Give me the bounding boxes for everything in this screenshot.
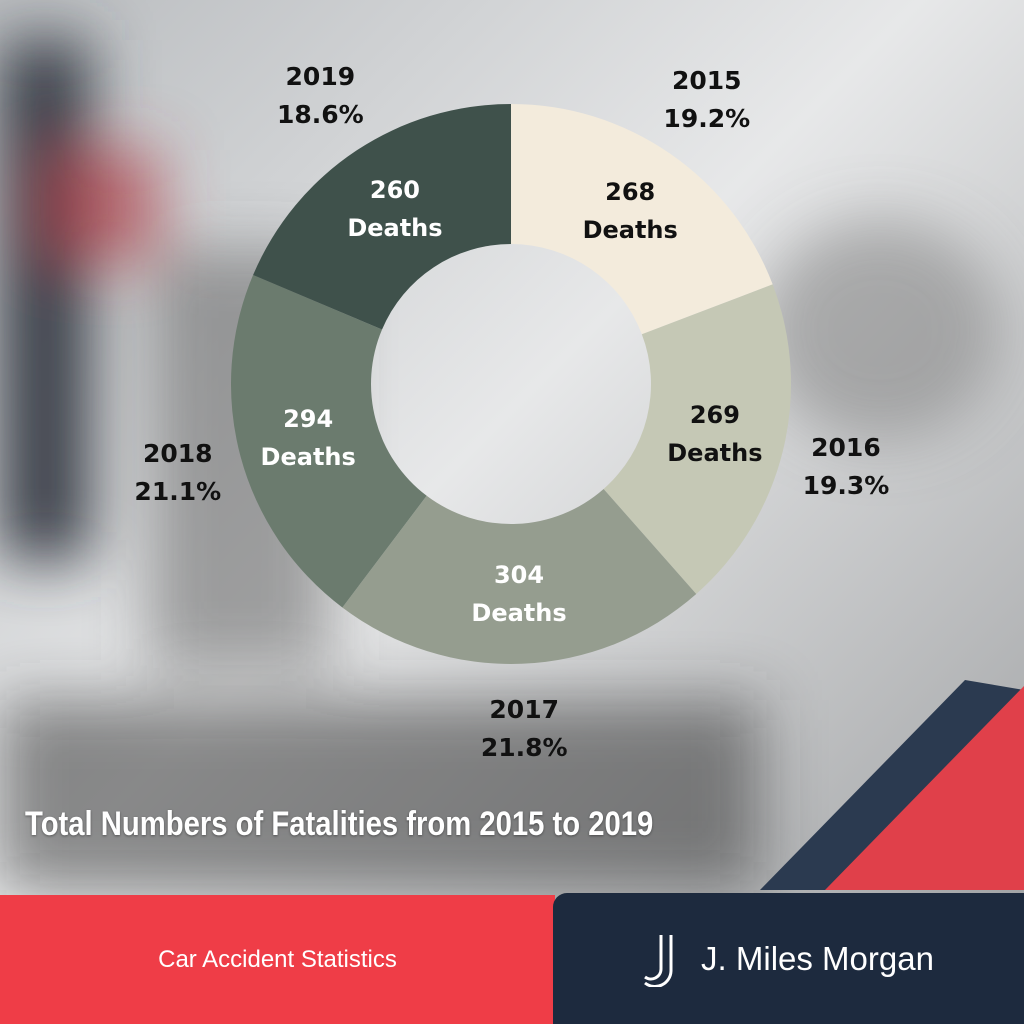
percent-label: 18.6% [276, 100, 364, 130]
data-label: 268 Deaths [582, 178, 678, 245]
slice-caption: 2016 19.3% [771, 429, 921, 505]
footer-left: Car Accident Statistics [0, 895, 555, 1024]
data-label: 304 Deaths [471, 560, 567, 627]
percent-label: 21.1% [134, 477, 222, 507]
category-label: 2018 [143, 439, 213, 469]
donut-slice [603, 284, 791, 594]
logo [644, 934, 673, 987]
slice-caption: 2017 21.8% [449, 691, 599, 767]
category-label: 2016 [811, 432, 881, 462]
category-label: 2015 [672, 65, 742, 95]
chart-title: Total Numbers of Fatalities from 2015 to… [25, 805, 654, 843]
decor-triangle [825, 686, 1024, 890]
data-label: 260 Deaths [347, 175, 443, 242]
slice-caption: 2015 19.2% [632, 62, 782, 138]
percent-label: 19.2% [663, 103, 751, 133]
slice-caption: 2018 21.1% [103, 435, 253, 511]
donut [231, 104, 791, 664]
brand-name: J. Miles Morgan [701, 939, 934, 977]
slice-caption: 2019 18.6% [245, 58, 395, 134]
category-label: 2019 [285, 62, 356, 92]
data-label: 294 Deaths [260, 405, 356, 472]
category-label: 2017 [489, 694, 559, 724]
percent-label: 21.8% [480, 732, 568, 762]
donut-slice [511, 104, 773, 335]
donut-slice [231, 275, 427, 608]
donut-slice [253, 104, 511, 330]
percent-label: 19.3% [802, 470, 890, 500]
footer-right: J. Miles Morgan [553, 893, 1024, 1024]
footer-text: Car Accident Statistics [158, 945, 397, 973]
data-label: 269 Deaths [667, 401, 763, 468]
donut-slice [342, 488, 697, 664]
